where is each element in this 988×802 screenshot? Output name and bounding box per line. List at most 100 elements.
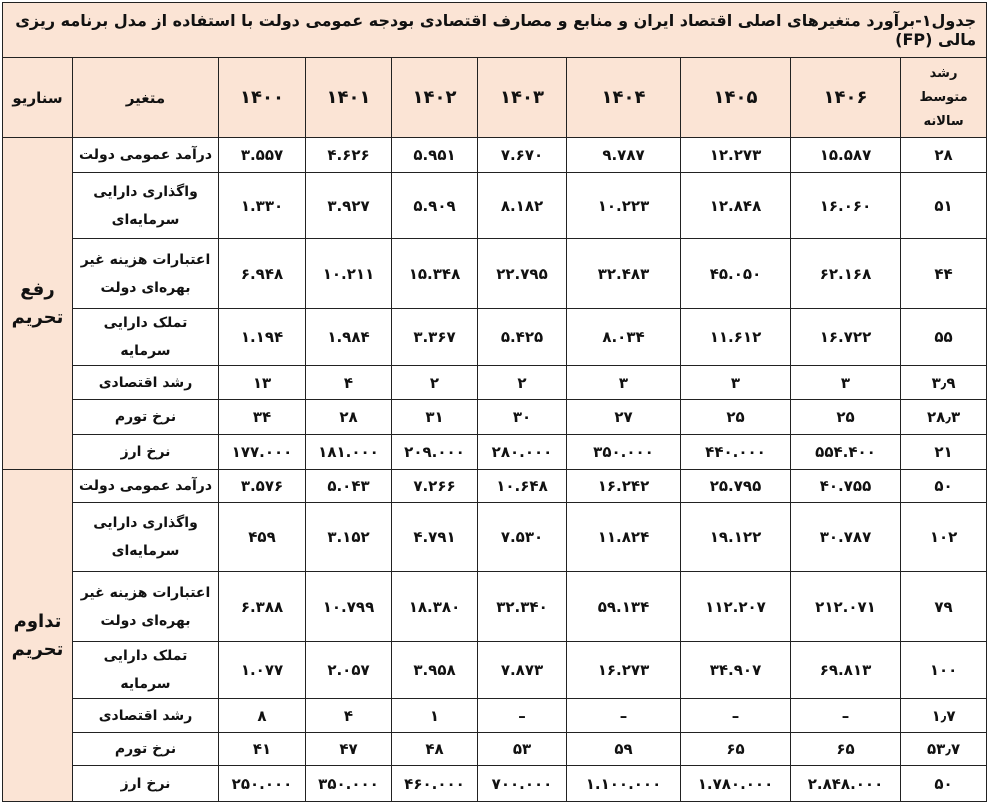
value-cell: ۳۲.۴۸۳ (566, 238, 681, 309)
table-row: واگذاری دارایی سرمایه‌ای ۴۵۹ ۳.۱۵۲ ۴.۷۹۱ ۷.۵… (3, 502, 988, 572)
value-cell: ۲.۰۵۷ (305, 641, 392, 699)
scenario-header: سناریو (2, 57, 73, 138)
value-cell: – (566, 698, 681, 733)
value-cell: ۴۴۰.۰۰۰ (680, 434, 791, 470)
value-cell: ۴ (305, 698, 392, 733)
value-cell: ۵۵۴.۴۰۰ (790, 434, 901, 470)
value-cell: ۴ (305, 365, 392, 400)
value-cell: ۱۰.۲۱۱ (305, 238, 392, 309)
value-cell: ۱۵.۳۴۸ (391, 238, 478, 309)
value-cell: ۵.۴۲۵ (477, 308, 567, 366)
value-cell: ۱ (391, 698, 478, 733)
value-cell: ۱۵.۵۸۷ (790, 137, 901, 173)
value-cell: ۷.۵۳۰ (477, 502, 567, 572)
value-cell: – (790, 698, 901, 733)
value-cell: ۳۵۰.۰۰۰ (566, 434, 681, 470)
year-header: ۱۴۰۱ (305, 57, 392, 138)
year-header: ۱۴۰۲ (391, 57, 478, 138)
growth-cell: ۳٫۹ (899, 365, 988, 400)
value-cell: ۵۳ (477, 732, 567, 766)
value-cell: ۱.۱۹۴ (218, 308, 306, 366)
table-title: جدول۱-برآورد متغیرهای اصلی اقتصاد ایران … (1, 2, 988, 58)
table-row: رشد اقتصادی ۸ ۴ ۱– – – –۱٫۷ (3, 698, 988, 733)
value-cell: ۱۶.۷۲۲ (790, 308, 901, 366)
value-cell: ۳.۹۲۷ (305, 172, 392, 239)
variable-cell: تملک دارایی سرمایه (72, 641, 219, 699)
table-row: اعتبارات هزینه غیر بهره‌ای دولت ۶.۹۴۸ ۱۰.۲… (3, 238, 988, 309)
growth-cell: ۲۸ (899, 137, 988, 173)
table-row: نرخ ارز ۱۷۷.۰۰۰ ۱۸۱.۰۰۰ ۲۰۹.۰۰۰ ۲۸۰.۰۰۰ ۳۵۰.۰… (3, 434, 988, 470)
value-cell: ۲۱۲.۰۷۱ (790, 571, 901, 642)
value-cell: ۶.۳۸۸ (218, 571, 306, 642)
value-cell: ۴۵۹ (218, 502, 306, 572)
value-cell: ۳۰ (477, 399, 567, 435)
growth-cell: ۱٫۷ (899, 698, 988, 733)
growth-cell: ۵۱ (899, 172, 988, 239)
variable-cell: اعتبارات هزینه غیر بهره‌ای دولت (72, 238, 219, 309)
value-cell: ۱۰.۶۴۸ (477, 469, 567, 503)
value-cell: ۲.۸۴۸.۰۰۰ (790, 765, 901, 802)
value-cell: ۸ (218, 698, 306, 733)
value-cell: ۱.۷۸۰.۰۰۰ (680, 765, 791, 802)
year-header: ۱۴۰۵ (680, 57, 791, 138)
value-cell: ۱۶.۲۷۳ (566, 641, 681, 699)
value-cell: ۴۷ (305, 732, 392, 766)
value-cell: ۳۰.۷۸۷ (790, 502, 901, 572)
value-cell: ۲۲.۷۹۵ (477, 238, 567, 309)
variable-cell: نرخ ارز (72, 765, 219, 802)
value-cell: ۳۴.۹۰۷ (680, 641, 791, 699)
value-cell: ۴.۶۲۶ (305, 137, 392, 173)
value-cell: ۲۷ (566, 399, 681, 435)
variable-cell: نرخ ارز (72, 434, 219, 470)
value-cell: ۲۵ (790, 399, 901, 435)
variable-cell: نرخ تورم (72, 399, 219, 435)
value-cell: ۷.۶۷۰ (477, 137, 567, 173)
value-cell: ۳۱ (391, 399, 478, 435)
value-cell: ۱.۱۰۰.۰۰۰ (566, 765, 681, 802)
value-cell: ۲ (477, 365, 567, 400)
value-cell: ۱.۰۷۷ (218, 641, 306, 699)
value-cell: ۱۸.۳۸۰ (391, 571, 478, 642)
value-cell: ۱۷۷.۰۰۰ (218, 434, 306, 470)
value-cell: ۱۲.۸۴۸ (680, 172, 791, 239)
value-cell: ۳ (790, 365, 901, 400)
header-row: سناریو متغیر ۱۴۰۰ ۱۴۰۱ ۱۴۰۲ ۱۴۰۳ ۱۴۰۴ ۱۴۰۵ ۱۴۰… (2, 57, 988, 138)
growth-cell: ۵۰ (899, 765, 988, 802)
value-cell: ۵۹ (566, 732, 681, 766)
value-cell: ۱۸۱.۰۰۰ (305, 434, 392, 470)
variable-cell: اعتبارات هزینه غیر بهره‌ای دولت (72, 571, 219, 642)
variable-cell: نرخ تورم (72, 732, 219, 766)
value-cell: ۵.۰۴۳ (305, 469, 392, 503)
value-cell: ۷.۲۶۶ (391, 469, 478, 503)
value-cell: ۴۵.۰۵۰ (680, 238, 791, 309)
value-cell: ۲۸ (305, 399, 392, 435)
value-cell: ۷۰۰.۰۰۰ (477, 765, 567, 802)
value-cell: ۶۲.۱۶۸ (790, 238, 901, 309)
variable-cell: رشد اقتصادی (72, 698, 219, 733)
value-cell: ۱.۳۳۰ (218, 172, 306, 239)
value-cell: ۲۰۹.۰۰۰ (391, 434, 478, 470)
year-header: ۱۴۰۶ (790, 57, 901, 138)
year-header: ۱۴۰۴ (566, 57, 681, 138)
value-cell: ۹.۷۸۷ (566, 137, 681, 173)
growth-cell: ۱۰۰ (899, 641, 988, 699)
value-cell: ۱۱.۶۱۲ (680, 308, 791, 366)
value-cell: ۱۰.۲۲۳ (566, 172, 681, 239)
value-cell: ۵.۹۵۱ (391, 137, 478, 173)
value-cell: ۸.۰۳۴ (566, 308, 681, 366)
year-header: ۱۴۰۰ (218, 57, 306, 138)
value-cell: ۶۹.۸۱۳ (790, 641, 901, 699)
growth-cell: ۲۱ (899, 434, 988, 470)
table-row: واگذاری دارایی سرمایه‌ای ۱.۳۳۰ ۳.۹۲۷ ۵.۹۰۹ ۸… (3, 172, 988, 239)
table-row: رشد اقتصادی ۱۳ ۴ ۲ ۲ ۳ ۳ ۳ ۳٫۹ (3, 365, 988, 400)
value-cell: ۶.۹۴۸ (218, 238, 306, 309)
value-cell: ۸.۱۸۲ (477, 172, 567, 239)
growth-header: رشد متوسط سالانه (899, 57, 988, 138)
value-cell: ۴۸ (391, 732, 478, 766)
value-cell: ۱۶.۲۴۲ (566, 469, 681, 503)
value-cell: ۲۸۰.۰۰۰ (477, 434, 567, 470)
value-cell: ۳.۵۵۷ (218, 137, 306, 173)
variable-cell: واگذاری دارایی سرمایه‌ای (72, 502, 219, 572)
